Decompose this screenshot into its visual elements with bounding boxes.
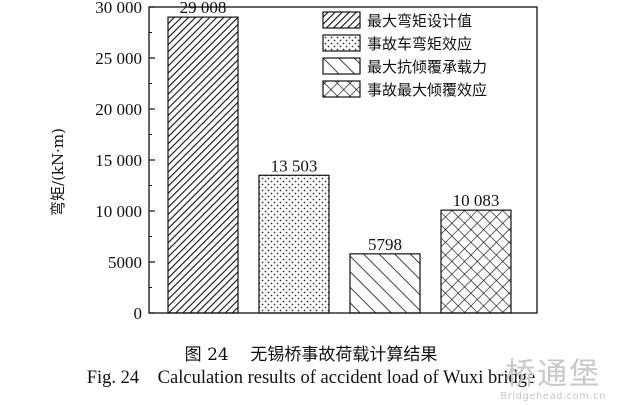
y-tick-label: 25 000 <box>95 49 142 68</box>
legend-label-1: 最大弯矩设计值 <box>367 12 472 30</box>
bar-chart: 弯矩/(kN·m) 0 5000 10 000 15 000 20 000 25 000 3… <box>49 0 538 323</box>
legend-swatch-4 <box>322 80 361 98</box>
y-tick-label: 0 <box>134 304 143 323</box>
legend-swatch-3 <box>322 57 361 75</box>
legend-label-2: 事故车弯矩效应 <box>367 35 472 53</box>
watermark-url: Bridgehead.com.cn <box>500 391 606 402</box>
bar-1 <box>167 16 239 314</box>
bar-4 <box>440 209 512 314</box>
data-labels: 29 008 13 503 5798 10 083 <box>180 0 500 254</box>
bar-3 <box>349 253 421 314</box>
legend-swatch-2 <box>322 34 361 52</box>
bars <box>167 16 512 314</box>
figure-caption-chinese: 图 24 无锡桥事故荷载计算结果 <box>184 345 438 365</box>
plot-frame <box>148 6 538 314</box>
watermark-logo-text: 桥通堡 <box>505 357 602 392</box>
figure-caption-english: Fig. 24 Calculation results of accident … <box>86 368 536 388</box>
y-axis-label: 弯矩/(kN·m) <box>49 128 67 216</box>
data-label-1: 29 008 <box>180 0 227 17</box>
watermark-logo: 桥通堡 Bridgehead.com.cn <box>500 359 606 403</box>
data-label-4: 10 083 <box>453 191 500 210</box>
y-tick-label: 15 000 <box>95 151 142 170</box>
y-tick-label: 20 000 <box>95 100 142 119</box>
y-tick-label: 30 000 <box>95 0 142 17</box>
y-tick-label: 10 000 <box>95 202 142 221</box>
legend-swatch-1 <box>322 11 361 29</box>
bar-2 <box>258 174 330 314</box>
legend-label-3: 最大抗倾覆承载力 <box>367 58 487 76</box>
y-axis-ticks: 0 5000 10 000 15 000 20 000 25 000 30 000 <box>95 0 155 323</box>
data-label-3: 5798 <box>368 235 402 254</box>
y-tick-label: 5000 <box>108 253 142 272</box>
data-label-2: 13 503 <box>271 156 318 175</box>
legend-label-4: 事故最大倾覆效应 <box>367 81 487 99</box>
